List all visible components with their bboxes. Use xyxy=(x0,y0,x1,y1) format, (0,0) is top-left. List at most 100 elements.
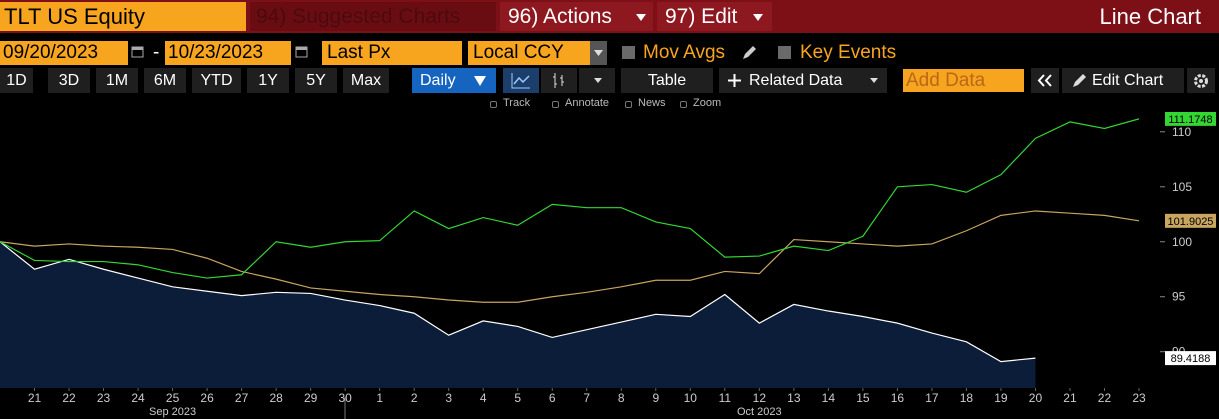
month-label: Sep 2023 xyxy=(149,406,196,418)
field-select[interactable]: Last Px xyxy=(322,41,462,65)
x-tick-label: 21 xyxy=(1063,391,1077,405)
dropdown-arrow xyxy=(870,78,878,83)
last-value-label: 111.1748 xyxy=(1168,114,1212,126)
x-tick-label: 3 xyxy=(445,391,452,405)
line-chart-icon[interactable] xyxy=(503,68,539,93)
pencil-icon xyxy=(1073,74,1086,87)
tool-label[interactable]: Zoom xyxy=(693,97,722,109)
start-date[interactable]: 09/20/2023 xyxy=(0,41,128,65)
x-tick-label: 27 xyxy=(235,391,249,405)
currency-dropdown[interactable] xyxy=(590,41,607,65)
x-tick-label: 23 xyxy=(97,391,111,405)
tool-icon[interactable] xyxy=(625,101,632,108)
icon xyxy=(1037,74,1052,87)
last-value-box xyxy=(1165,351,1216,366)
tool-label[interactable]: Annotate xyxy=(565,97,610,109)
x-tick-label: 28 xyxy=(269,391,283,405)
tool-label[interactable]: Track xyxy=(503,97,531,109)
y-tick-label: 95 xyxy=(1172,290,1186,304)
x-tick-label: 12 xyxy=(753,391,767,405)
x-tick-label: 20 xyxy=(1029,391,1043,405)
x-tick-label: 11 xyxy=(719,391,732,405)
x-tick-label: 22 xyxy=(62,391,76,405)
tool-icon[interactable] xyxy=(680,101,687,108)
period-button[interactable]: 6M xyxy=(144,68,186,93)
period-button[interactable]: 1M xyxy=(96,68,138,93)
bar-chart-icon[interactable] xyxy=(541,68,577,93)
y-tick-label: 110 xyxy=(1172,125,1191,139)
last-value-box xyxy=(1165,112,1216,126)
x-tick-label: 13 xyxy=(787,391,801,405)
x-tick-label: 10 xyxy=(684,391,698,405)
calendar-icon[interactable] xyxy=(131,45,145,59)
gear-icon xyxy=(1194,74,1208,88)
x-tick-label: 25 xyxy=(166,391,180,405)
pencil-icon[interactable] xyxy=(740,44,758,62)
calendar-icon[interactable] xyxy=(295,45,309,59)
frequency-button[interactable]: Daily xyxy=(412,68,496,93)
period-button[interactable]: 5Y xyxy=(295,68,337,93)
collapse-button[interactable] xyxy=(1031,68,1059,93)
x-tick-label: 2 xyxy=(411,391,418,405)
line xyxy=(0,118,1140,279)
x-tick-label: 18 xyxy=(960,391,974,405)
x-tick-label: 26 xyxy=(200,391,214,405)
settings-button[interactable] xyxy=(1187,68,1215,93)
key-events-label: Key Events xyxy=(800,42,897,63)
edit-menu[interactable]: 97) Edit xyxy=(657,2,772,31)
icon xyxy=(511,73,530,89)
chart-dropdown[interactable] xyxy=(579,68,615,93)
last-value-box xyxy=(1165,213,1216,228)
period-button[interactable]: Max xyxy=(343,68,389,93)
end-date[interactable]: 10/23/2023 xyxy=(165,41,291,65)
x-tick-label: 30 xyxy=(338,391,352,405)
actions-menu[interactable]: 96) Actions xyxy=(500,2,653,31)
x-tick-label: 23 xyxy=(1132,391,1146,405)
frequency-label: Daily xyxy=(420,72,456,89)
checkbox[interactable] xyxy=(622,46,635,59)
line xyxy=(0,210,1140,303)
y-tick-label: 100 xyxy=(1172,235,1192,249)
x-tick-label: 5 xyxy=(514,391,521,405)
x-tick-label: 21 xyxy=(28,391,42,405)
date-separator: - xyxy=(153,42,160,63)
x-tick-label: 17 xyxy=(925,391,939,405)
tool-icon[interactable] xyxy=(490,101,497,108)
add-data-field[interactable]: Add Data xyxy=(903,69,1024,92)
ticker-field[interactable]: TLT US Equity xyxy=(0,2,246,31)
suggested-charts[interactable]: 94) Suggested Charts xyxy=(250,2,496,31)
x-tick-label: 29 xyxy=(304,391,318,405)
checkbox[interactable] xyxy=(778,46,791,59)
tool-icon[interactable] xyxy=(552,101,559,108)
tool-label[interactable]: News xyxy=(638,97,666,109)
period-button[interactable]: 1D xyxy=(0,68,33,93)
x-tick-label: 24 xyxy=(131,391,145,405)
plus-icon xyxy=(728,74,741,87)
icon xyxy=(553,73,564,88)
dropdown-arrow xyxy=(594,78,602,83)
period-button[interactable]: YTD xyxy=(192,68,241,93)
edit-chart-button[interactable]: Edit Chart xyxy=(1062,68,1184,93)
related-data-label: Related Data xyxy=(749,72,843,89)
edit-chart-label: Edit Chart xyxy=(1092,72,1164,89)
x-tick-label: 15 xyxy=(856,391,870,405)
dropdown-arrow xyxy=(474,76,486,86)
related-data-button[interactable]: Related Data xyxy=(719,68,887,93)
chart: 9095100105110212223242526272829301234567… xyxy=(0,112,1216,419)
dropdown-arrow xyxy=(636,14,646,21)
currency-select[interactable]: Local CCY xyxy=(468,41,590,65)
x-tick-label: 8 xyxy=(618,391,625,405)
x-tick-label: 1 xyxy=(376,391,383,405)
x-tick-label: 14 xyxy=(822,391,836,405)
period-button[interactable]: 3D xyxy=(48,68,90,93)
area xyxy=(0,241,1036,388)
last-value-label: 101.9025 xyxy=(1168,216,1214,228)
actions-label: 96) Actions xyxy=(508,5,612,28)
x-tick-label: 6 xyxy=(549,391,556,405)
x-tick-label: 9 xyxy=(652,391,659,405)
period-button[interactable]: 1Y xyxy=(247,68,289,93)
table-button[interactable]: Table xyxy=(621,68,713,93)
x-tick-label: 16 xyxy=(891,391,905,405)
month-label: Oct 2023 xyxy=(737,406,782,418)
